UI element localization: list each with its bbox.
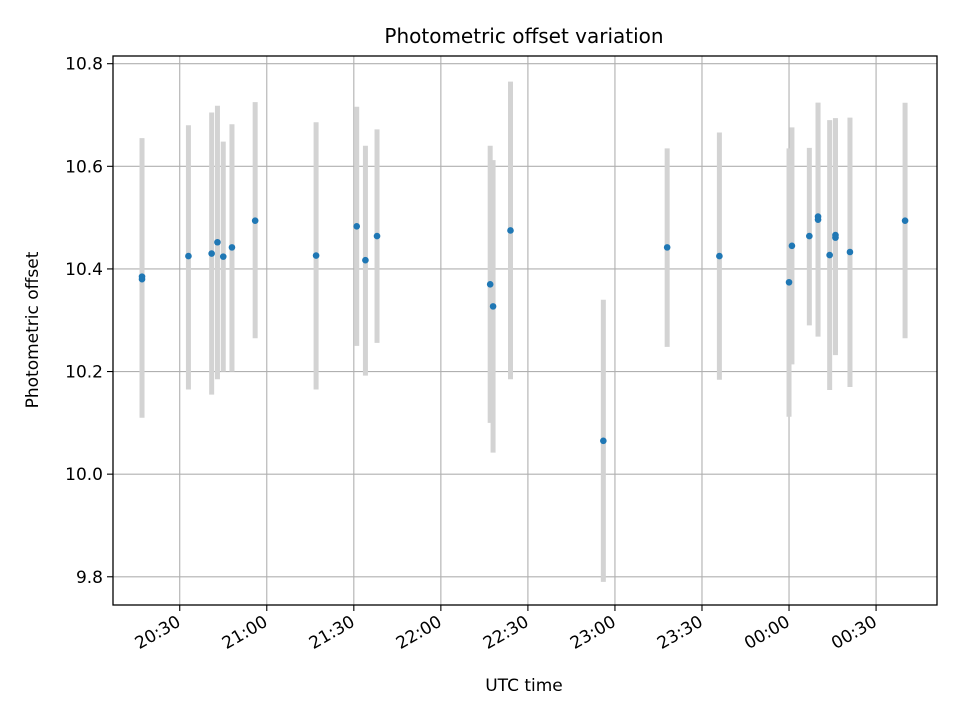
- y-axis-ticks: 9.8 10.0 10.2 10.4 10.6 10.8: [65, 55, 113, 588]
- grid-lines: [113, 56, 937, 605]
- data-point: [716, 252, 723, 260]
- y-tick-label: 10.2: [65, 363, 103, 383]
- data-point: [486, 281, 494, 288]
- data-point: [826, 251, 833, 259]
- data-point: [788, 242, 796, 250]
- data-point: [814, 216, 822, 223]
- data-point: [806, 232, 813, 240]
- data-point: [489, 303, 497, 310]
- data-point: [312, 252, 320, 259]
- data-point: [228, 244, 236, 251]
- chart-title: Photometric offset variation: [384, 24, 663, 48]
- y-tick-label: 10.8: [65, 55, 103, 75]
- y-tick-label: 9.8: [76, 568, 103, 588]
- data-points: [138, 213, 909, 445]
- data-point: [251, 217, 259, 224]
- data-point: [663, 244, 671, 251]
- x-axis-label: UTC time: [485, 676, 563, 696]
- data-point: [353, 223, 361, 230]
- data-point: [219, 253, 227, 260]
- data-point: [901, 217, 909, 224]
- data-point: [373, 232, 381, 240]
- y-axis-label: Photometric offset: [23, 251, 43, 408]
- data-point: [507, 227, 514, 234]
- data-point: [600, 437, 607, 445]
- data-point: [832, 231, 839, 239]
- y-tick-label: 10.4: [65, 260, 103, 280]
- data-point: [138, 273, 146, 280]
- data-point: [208, 250, 215, 257]
- data-point: [362, 256, 369, 264]
- data-point: [185, 252, 192, 260]
- data-point: [214, 238, 221, 246]
- data-point: [846, 248, 854, 256]
- y-tick-label: 10.0: [65, 465, 103, 485]
- data-point: [785, 278, 793, 286]
- y-tick-label: 10.6: [65, 157, 103, 177]
- plot-frame: [112, 55, 938, 606]
